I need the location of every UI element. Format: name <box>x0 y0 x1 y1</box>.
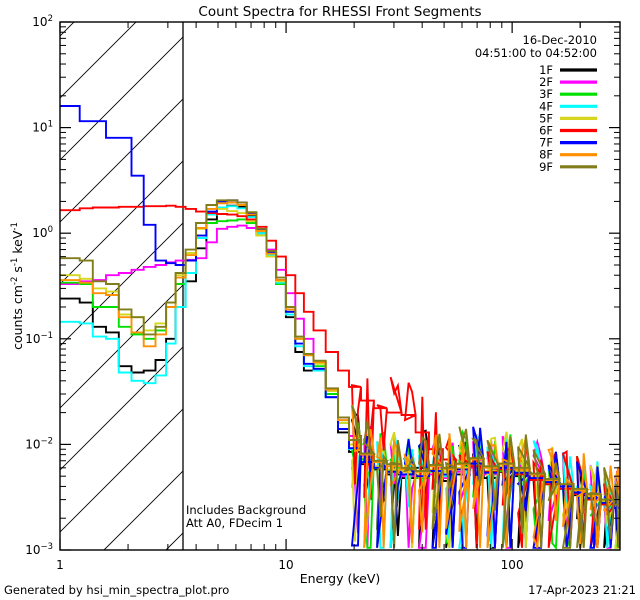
spectrum-curve-5f <box>60 207 620 549</box>
x-tick-label: 100 <box>501 558 524 572</box>
y-tick-label: 10−1 <box>25 331 53 346</box>
x-tick-label: 1 <box>56 558 64 572</box>
spectrum-curve-4f <box>60 205 620 549</box>
legend-label-7f: 7F <box>539 136 553 150</box>
y-tick-label: 10−3 <box>25 542 53 557</box>
spectrum-curve-1f <box>60 204 620 549</box>
page-title: Count Spectra for RHESSI Front Segments <box>198 4 481 20</box>
y-tick-label: 101 <box>32 120 53 135</box>
spectrum-curve-9f <box>60 199 620 549</box>
footer-timestamp: 17-Apr-2023 21:21 <box>528 583 636 597</box>
annotation-line-2: Att A0, FDecim 1 <box>186 516 283 530</box>
spectra-curves <box>60 105 620 550</box>
x-tick-label: 10 <box>278 558 293 572</box>
legend-label-4f: 4F <box>539 99 553 113</box>
y-axis-label: counts cm-2 s-1 keV-1 <box>10 222 25 350</box>
legend-label-5f: 5F <box>539 111 553 125</box>
observation-date: 16-Dec-2010 <box>523 33 597 47</box>
plot-frame <box>59 21 621 551</box>
legend-label-9f: 9F <box>539 160 553 174</box>
spectrum-curve-8f <box>60 201 620 549</box>
legend-label-8f: 8F <box>539 148 553 162</box>
observation-time-range: 04:51:00 to 04:52:00 <box>475 46 597 60</box>
legend-label-2f: 2F <box>539 75 553 89</box>
axis-tick-labels: 1 10 100 102 101 100 10−1 10−2 10−3 <box>25 14 523 572</box>
x-axis-label: Energy (keV) <box>300 571 381 586</box>
annotation-line-1: Includes Background <box>186 503 306 517</box>
footer-generated-by: Generated by hsi_min_spectra_plot.pro <box>4 583 229 597</box>
spectrum-curve-6f <box>60 204 620 549</box>
legend-label-1f: 1F <box>539 63 553 77</box>
y-tick-label: 10−2 <box>25 436 53 451</box>
legend-label-3f: 3F <box>539 87 553 101</box>
y-tick-label: 100 <box>32 225 53 240</box>
legend-label-6f: 6F <box>539 124 553 138</box>
axis-ticks <box>59 21 621 551</box>
y-tick-label: 102 <box>32 14 53 29</box>
svg-text:counts cm-2 s-1 keV-1: counts cm-2 s-1 keV-1 <box>10 222 25 350</box>
